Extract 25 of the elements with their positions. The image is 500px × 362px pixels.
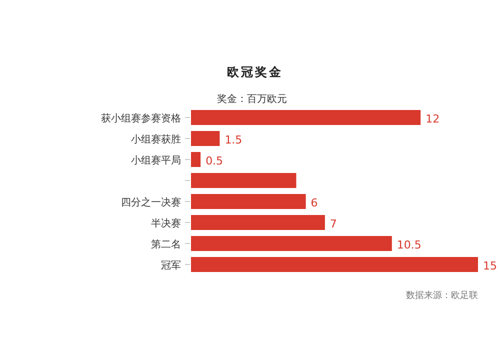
- y-tick-label: 冠军: [161, 260, 181, 272]
- y-tick-label: 小组赛平局: [131, 154, 181, 166]
- source-note: 数据来源：欧足联: [406, 290, 478, 301]
- data-label: 15: [483, 260, 497, 272]
- data-label: 1.5: [224, 134, 242, 146]
- y-tick-label: 四分之一决赛: [121, 196, 181, 208]
- data-label: 0.5: [206, 154, 224, 168]
- y-tick-label: 第二名: [151, 238, 181, 250]
- bar: [191, 152, 201, 167]
- bar: [191, 257, 478, 272]
- y-tick-label: 小组赛获胜: [131, 134, 181, 146]
- bar: [191, 173, 296, 188]
- data-label: 6: [310, 196, 318, 210]
- bar: [191, 194, 306, 209]
- y-tick-label: 获小组赛参赛资格: [101, 112, 181, 124]
- chart-subtitle: 奖金：百万欧元: [217, 93, 287, 105]
- bar: [191, 131, 220, 146]
- bar: [191, 110, 421, 125]
- bar: [191, 236, 392, 251]
- data-label: 12: [426, 112, 440, 126]
- bar: [191, 215, 325, 230]
- y-tick-label: 半决赛: [151, 218, 181, 230]
- data-label: 7: [330, 218, 337, 230]
- data-label: 10.5: [396, 238, 422, 252]
- chart-title: 欧冠奖金: [227, 65, 283, 79]
